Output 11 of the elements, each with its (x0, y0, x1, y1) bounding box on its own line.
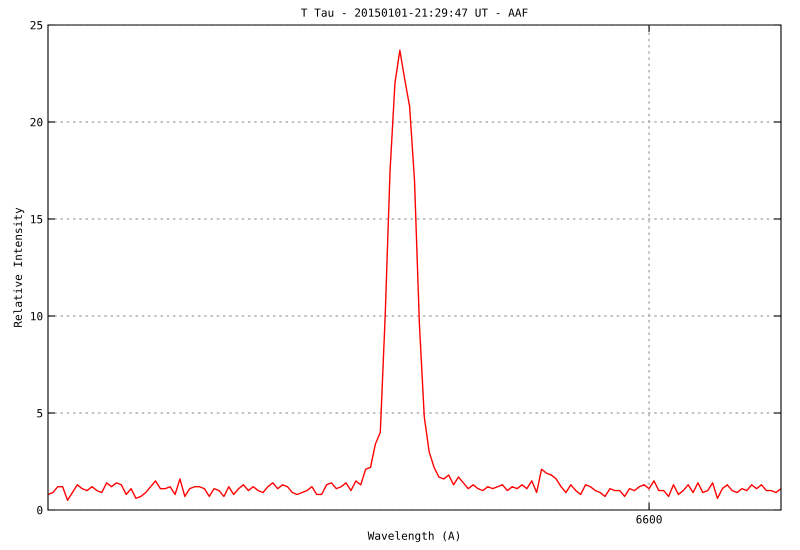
y-tick-label: 10 (31, 312, 42, 320)
y-tick-label: 0 (37, 506, 42, 514)
y-axis-title: Relative Intensity (13, 208, 24, 327)
x-axis-title: Wavelength (A) (368, 531, 460, 542)
chart-title: T Tau - 20150101-21:29:47 UT - AAF (301, 8, 528, 17)
x-tick-label: 6600 (636, 515, 662, 524)
y-tick-label: 20 (30, 118, 42, 126)
line-series (48, 50, 781, 501)
y-tick-label: 15 (31, 215, 42, 224)
y-tick-label: 5 (37, 409, 42, 418)
y-tick-label: 25 (30, 21, 42, 30)
